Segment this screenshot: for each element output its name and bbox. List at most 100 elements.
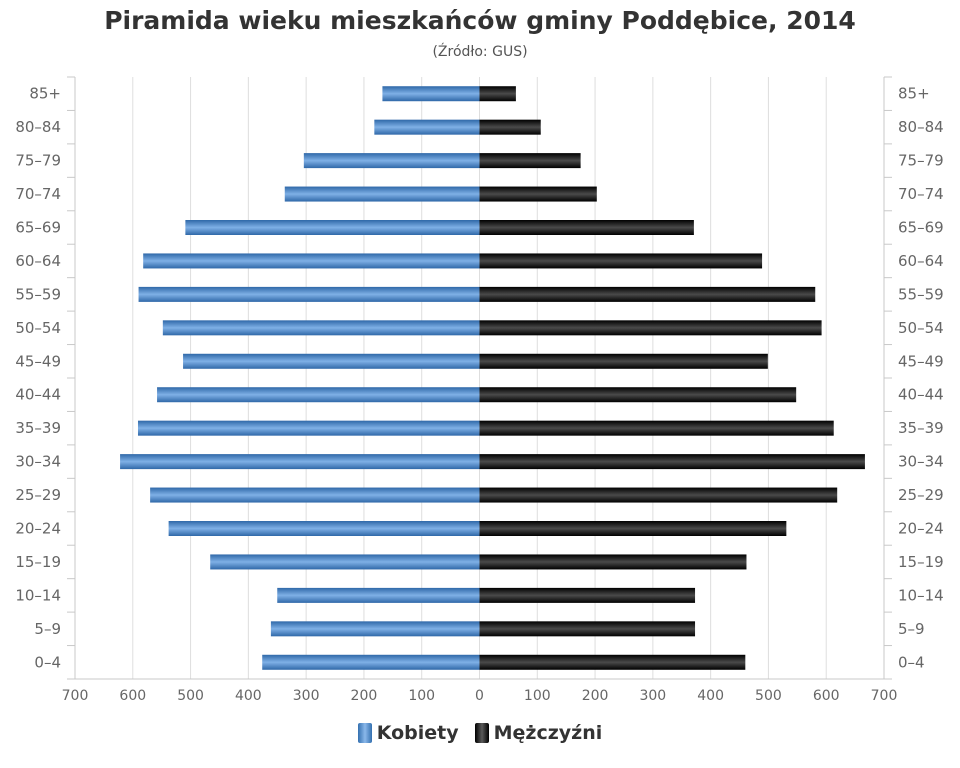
category-label-left: 70–74	[15, 185, 61, 203]
category-label-left: 15–19	[15, 553, 61, 571]
legend-label-women: Kobiety	[376, 722, 459, 744]
category-label-left: 80–84	[15, 118, 61, 136]
tick-labels: 700 600 500 400 300 200 100 0 100 200 300 400 500 600…	[15, 85, 943, 704]
bar-women[interactable]	[120, 454, 480, 470]
category-label-right: 15–19	[898, 553, 944, 571]
axes	[67, 76, 892, 680]
category-label-left: 35–39	[15, 419, 61, 437]
bar-men[interactable]	[479, 420, 834, 436]
x-tick-label: 300	[639, 688, 666, 704]
chart-title: Piramida wieku mieszkańców gminy Poddębi…	[104, 6, 856, 35]
bar-men[interactable]	[479, 454, 865, 470]
bar-men[interactable]	[479, 119, 541, 135]
x-tick-label: 200	[351, 688, 378, 704]
category-label-left: 50–54	[15, 319, 61, 337]
x-tick-label: 100	[408, 688, 435, 704]
category-label-right: 85+	[898, 85, 930, 103]
category-label-right: 20–24	[898, 520, 944, 538]
bar-women[interactable]	[382, 86, 480, 102]
bar-men[interactable]	[479, 521, 787, 536]
bar-women[interactable]	[270, 621, 480, 637]
bar-men[interactable]	[479, 86, 516, 102]
category-label-left: 30–34	[15, 453, 61, 471]
bar-women[interactable]	[162, 320, 480, 336]
bar-men[interactable]	[479, 487, 838, 503]
gridlines	[132, 77, 827, 679]
legend-item-men[interactable]: Mężczyźni	[474, 722, 603, 744]
x-tick-label: 200	[582, 688, 609, 704]
x-tick-label: 600	[813, 688, 840, 704]
category-label-right: 50–54	[898, 319, 944, 337]
category-label-left: 20–24	[15, 520, 61, 538]
x-tick-label: 600	[119, 688, 146, 704]
category-label-right: 55–59	[898, 285, 944, 303]
legend-label-men: Mężczyźni	[493, 722, 603, 744]
x-tick-label: 400	[697, 688, 724, 704]
category-label-right: 0–4	[898, 653, 925, 671]
category-label-left: 25–29	[15, 486, 61, 504]
bar-men[interactable]	[479, 286, 816, 302]
category-label-left: 45–49	[15, 352, 61, 370]
bar-women[interactable]	[374, 119, 480, 135]
category-label-left: 55–59	[15, 285, 61, 303]
bar-women[interactable]	[183, 353, 480, 369]
category-label-left: 5–9	[34, 620, 61, 638]
category-label-right: 80–84	[898, 118, 944, 136]
category-label-right: 35–39	[898, 419, 944, 437]
category-label-right: 5–9	[898, 620, 925, 638]
x-tick-label: 500	[177, 688, 204, 704]
category-label-right: 70–74	[898, 185, 944, 203]
bar-men[interactable]	[479, 387, 797, 403]
category-label-right: 40–44	[898, 386, 944, 404]
bar-men[interactable]	[479, 353, 768, 369]
bar-women[interactable]	[185, 220, 480, 235]
bar-women[interactable]	[168, 521, 480, 536]
category-label-left: 75–79	[15, 152, 61, 170]
category-label-left: 40–44	[15, 386, 61, 404]
bar-women[interactable]	[210, 554, 480, 570]
legend-swatch-men	[474, 723, 489, 743]
bar-men[interactable]	[479, 220, 694, 235]
x-tick-label: 500	[755, 688, 782, 704]
x-tick-label: 300	[293, 688, 320, 704]
bar-women[interactable]	[277, 587, 480, 603]
bar-women[interactable]	[138, 286, 480, 302]
x-tick-label: 0	[475, 688, 484, 704]
legend-swatch-women	[357, 723, 372, 743]
bar-women[interactable]	[262, 654, 480, 670]
category-label-left: 0–4	[34, 653, 61, 671]
bar-women[interactable]	[284, 186, 480, 202]
bar-men[interactable]	[479, 253, 763, 269]
bar-men[interactable]	[479, 186, 597, 202]
category-label-right: 60–64	[898, 252, 944, 270]
bar-women[interactable]	[143, 253, 480, 269]
bar-men[interactable]	[479, 320, 822, 336]
bar-women[interactable]	[150, 487, 480, 503]
category-label-right: 25–29	[898, 486, 944, 504]
bar-women[interactable]	[303, 153, 480, 169]
bars	[120, 86, 865, 670]
bar-men[interactable]	[479, 153, 581, 169]
category-label-right: 10–14	[898, 586, 944, 604]
legend: Kobiety Mężczyźni	[0, 722, 960, 744]
chart-subtitle: (Źródło: GUS)	[432, 44, 528, 60]
bar-women[interactable]	[157, 387, 480, 403]
category-label-right: 75–79	[898, 152, 944, 170]
bar-men[interactable]	[479, 587, 696, 603]
x-tick-label: 100	[524, 688, 551, 704]
category-label-right: 30–34	[898, 453, 944, 471]
bar-men[interactable]	[479, 554, 747, 570]
bar-men[interactable]	[479, 654, 746, 670]
category-label-left: 10–14	[15, 586, 61, 604]
x-tick-label: 400	[235, 688, 262, 704]
bar-women[interactable]	[137, 420, 480, 436]
category-label-right: 45–49	[898, 352, 944, 370]
x-tick-label: 700	[62, 688, 89, 704]
legend-item-women[interactable]: Kobiety	[357, 722, 459, 744]
category-label-left: 65–69	[15, 219, 61, 237]
category-label-left: 85+	[29, 85, 61, 103]
category-label-left: 60–64	[15, 252, 61, 270]
bar-men[interactable]	[479, 621, 696, 637]
category-label-right: 65–69	[898, 219, 944, 237]
